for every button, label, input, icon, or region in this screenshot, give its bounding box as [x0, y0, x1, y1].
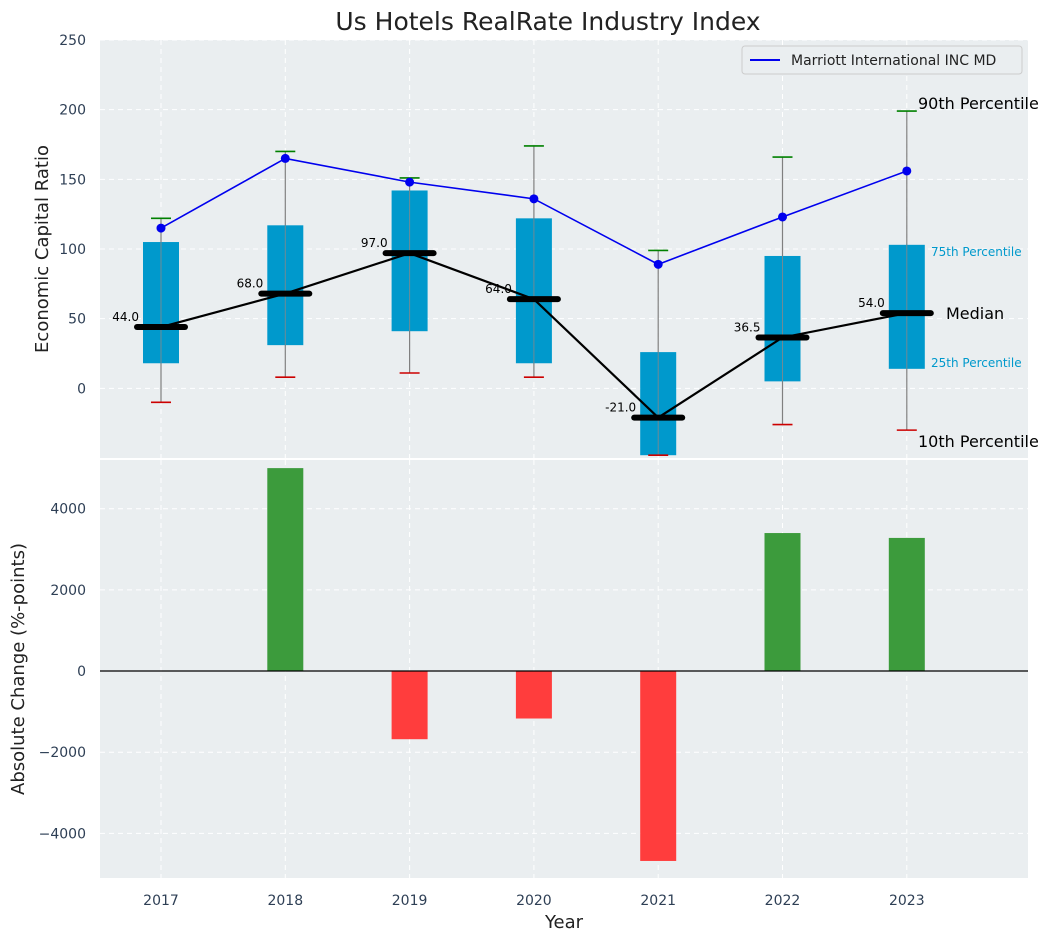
chart-title: Us Hotels RealRate Industry Index	[335, 7, 760, 36]
p75-annotation: 75th Percentile	[931, 245, 1022, 259]
bottom-y-tick-label: 4000	[50, 502, 86, 518]
p25-annotation: 25th Percentile	[931, 356, 1022, 370]
x-tick-label: 2022	[765, 893, 801, 909]
bottom-y-tick-label: 0	[77, 664, 86, 680]
company-series-point	[653, 259, 663, 269]
legend-box	[741, 45, 1023, 75]
change-bar	[515, 671, 552, 719]
company-series-point	[405, 177, 415, 187]
bottom-plot-area	[100, 460, 1028, 878]
top-y-tick-label: 100	[59, 242, 86, 258]
top-y-tick-label: 0	[77, 381, 86, 397]
median-value-label: 44.0	[112, 310, 139, 324]
median-value-label: 97.0	[361, 236, 388, 250]
change-bar-marks	[100, 468, 1028, 861]
axis-labels: 0 50 100 150 200 250 −4000 −2000 0 2000 4000 2017 20…	[39, 33, 925, 909]
company-series-point	[529, 194, 539, 204]
x-tick-label: 2020	[516, 893, 552, 909]
legend: Marriott International INC MD	[741, 45, 1023, 75]
top-y-axis-title: Economic Capital Ratio	[32, 145, 53, 353]
change-bar	[888, 537, 925, 672]
median-value-label: 68.0	[237, 277, 264, 291]
bottom-y-tick-label: 2000	[50, 583, 86, 599]
change-bar	[267, 468, 304, 672]
x-tick-label: 2023	[889, 893, 925, 909]
change-bar	[640, 671, 677, 861]
legend-label: Marriott International INC MD	[791, 53, 996, 69]
bottom-y-axis-title: Absolute Change (%-points)	[8, 543, 29, 795]
company-series-point	[280, 153, 290, 163]
company-series-point	[902, 166, 912, 176]
median-value-label: -21.0	[605, 401, 636, 415]
x-tick-label: 2019	[392, 893, 428, 909]
p90-annotation: 90th Percentile	[918, 94, 1039, 113]
median-value-label: 64.0	[485, 282, 512, 296]
median-value-label: 36.5	[734, 320, 761, 334]
x-tick-label: 2017	[143, 893, 179, 909]
change-bar	[764, 533, 801, 672]
top-y-tick-label: 50	[68, 312, 86, 328]
company-series-point	[156, 223, 166, 233]
median-value-label: 54.0	[858, 296, 885, 310]
p10-annotation: 10th Percentile	[918, 432, 1039, 451]
median-annotation: Median	[946, 304, 1004, 323]
change-bar	[391, 671, 428, 740]
company-series-point	[778, 212, 787, 222]
x-tick-label: 2018	[267, 893, 303, 909]
x-tick-label: 2021	[640, 893, 676, 909]
top-y-tick-label: 150	[59, 172, 86, 188]
x-axis-title: Year	[544, 912, 584, 933]
bottom-y-tick-label: −2000	[39, 745, 86, 761]
top-y-tick-label: 250	[59, 33, 86, 49]
bottom-y-tick-label: −4000	[39, 826, 86, 842]
box-plot-marks: 44.0 68.0 97.0 64.0 -21.0 36.5 54.0	[112, 110, 934, 457]
top-y-tick-label: 200	[59, 103, 86, 119]
